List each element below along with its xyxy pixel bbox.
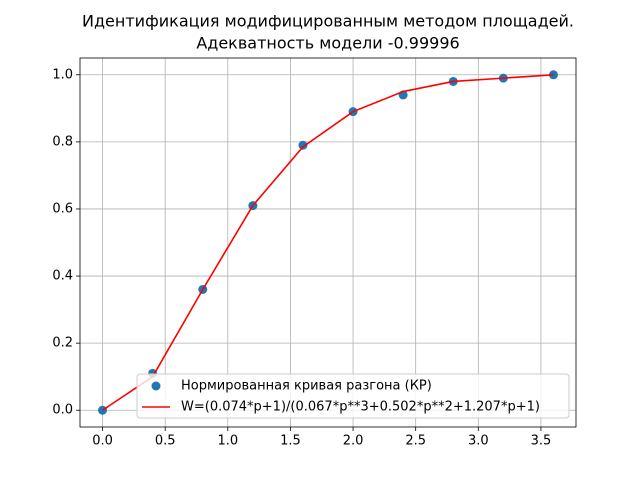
x-tick-label: 3.5 [531, 434, 552, 449]
legend-box [136, 373, 570, 419]
x-tick-label: 0.5 [155, 434, 176, 449]
x-tick-label: 0.0 [92, 434, 113, 449]
y-tick-label: 1.0 [52, 67, 73, 82]
data-line [102, 73, 554, 411]
x-tick-label: 1.5 [280, 434, 301, 449]
chart-subtitle: Адекватность модели -0.99996 [196, 34, 459, 53]
x-tick-label: 2.5 [405, 434, 426, 449]
y-tick-label: 0.6 [52, 201, 73, 216]
x-tick-label: 1.0 [217, 434, 238, 449]
y-tick-label: 0.4 [52, 269, 73, 284]
legend-label: Нормированная кривая разгона (КР) [181, 379, 432, 394]
legend-label: W=(0.074*p+1)/(0.067*p**3+0.502*p**2+1.2… [181, 400, 540, 415]
plot-frame [79, 57, 577, 428]
y-tick-label: 0.0 [52, 403, 73, 418]
y-tick-label: 0.8 [52, 134, 73, 149]
legend-marker [151, 381, 161, 391]
x-tick-label: 3.0 [468, 434, 489, 449]
chart-title: Идентификация модифицированным методом п… [82, 12, 574, 31]
y-tick-label: 0.2 [52, 336, 73, 351]
data-point [298, 140, 308, 150]
x-tick-label: 2.0 [343, 434, 364, 449]
